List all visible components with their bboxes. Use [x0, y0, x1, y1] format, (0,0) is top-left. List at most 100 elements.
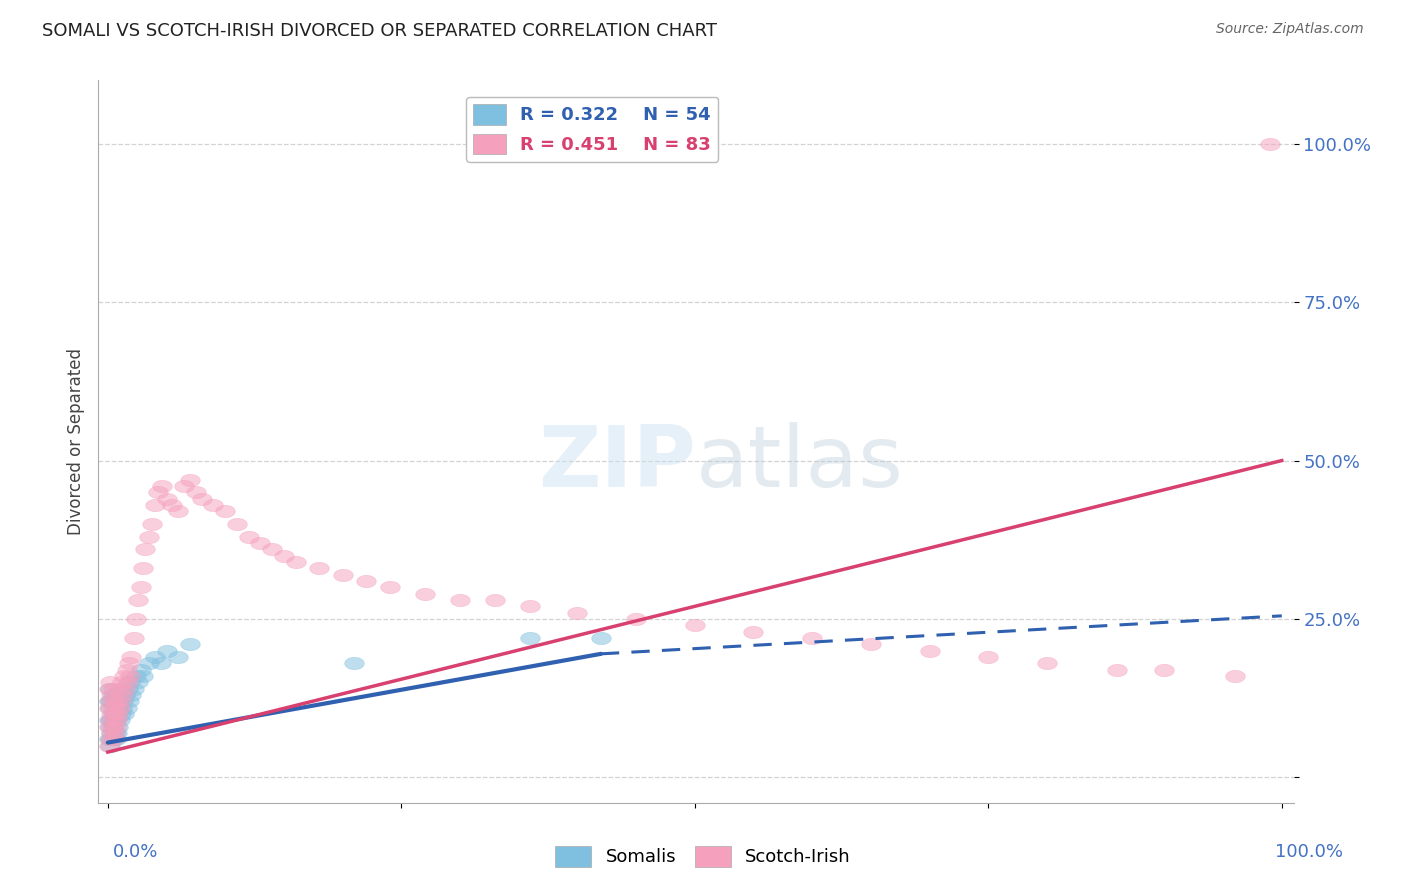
Point: [683, 618, 706, 632]
Point: [98, 700, 121, 714]
Point: [155, 643, 177, 657]
Point: [118, 694, 141, 708]
Point: [98, 675, 121, 690]
Point: [141, 516, 163, 531]
Point: [624, 612, 647, 626]
Point: [101, 720, 124, 734]
Point: [149, 657, 172, 671]
Point: [103, 732, 125, 747]
Point: [100, 726, 122, 740]
Point: [98, 732, 121, 747]
Point: [273, 549, 295, 563]
Point: [115, 663, 138, 677]
Point: [484, 593, 506, 607]
Point: [918, 643, 941, 657]
Point: [127, 593, 149, 607]
Point: [107, 720, 129, 734]
Point: [143, 498, 166, 512]
Text: 100.0%: 100.0%: [1275, 843, 1343, 861]
Point: [129, 663, 152, 677]
Point: [108, 694, 131, 708]
Point: [111, 675, 134, 690]
Point: [801, 631, 824, 645]
Point: [105, 707, 128, 722]
Point: [98, 681, 121, 696]
Point: [101, 720, 124, 734]
Point: [104, 726, 127, 740]
Point: [190, 491, 212, 506]
Text: Source: ZipAtlas.com: Source: ZipAtlas.com: [1216, 22, 1364, 37]
Point: [110, 707, 132, 722]
Point: [105, 732, 128, 747]
Point: [132, 561, 155, 575]
Point: [100, 714, 122, 728]
Point: [589, 631, 612, 645]
Point: [155, 491, 177, 506]
Point: [98, 694, 121, 708]
Point: [167, 504, 190, 518]
Y-axis label: Divorced or Separated: Divorced or Separated: [66, 348, 84, 535]
Point: [120, 688, 142, 702]
Point: [125, 612, 148, 626]
Point: [1223, 669, 1246, 683]
Point: [112, 688, 135, 702]
Point: [134, 542, 156, 557]
Point: [120, 650, 142, 665]
Point: [108, 681, 131, 696]
Point: [173, 479, 195, 493]
Point: [98, 714, 121, 728]
Point: [105, 714, 128, 728]
Point: [105, 694, 128, 708]
Point: [1107, 663, 1129, 677]
Point: [122, 681, 145, 696]
Text: 0.0%: 0.0%: [112, 843, 157, 861]
Point: [101, 707, 124, 722]
Point: [112, 669, 135, 683]
Point: [449, 593, 471, 607]
Point: [101, 700, 124, 714]
Point: [107, 700, 129, 714]
Point: [105, 720, 128, 734]
Point: [103, 714, 125, 728]
Point: [567, 606, 589, 620]
Point: [117, 681, 139, 696]
Point: [98, 739, 121, 753]
Point: [108, 714, 131, 728]
Point: [105, 726, 128, 740]
Point: [977, 650, 1000, 665]
Point: [519, 631, 541, 645]
Point: [115, 700, 138, 714]
Text: atlas: atlas: [696, 422, 904, 505]
Point: [105, 700, 128, 714]
Point: [100, 732, 122, 747]
Text: SOMALI VS SCOTCH-IRISH DIVORCED OR SEPARATED CORRELATION CHART: SOMALI VS SCOTCH-IRISH DIVORCED OR SEPAR…: [42, 22, 717, 40]
Point: [1258, 136, 1281, 151]
Point: [184, 485, 207, 500]
Point: [98, 681, 121, 696]
Point: [110, 694, 132, 708]
Point: [143, 650, 166, 665]
Point: [148, 485, 170, 500]
Point: [226, 516, 249, 531]
Point: [742, 624, 765, 639]
Point: [98, 700, 121, 714]
Point: [238, 530, 260, 544]
Point: [103, 714, 125, 728]
Point: [100, 726, 122, 740]
Point: [308, 561, 330, 575]
Point: [1153, 663, 1175, 677]
Point: [98, 720, 121, 734]
Point: [120, 675, 142, 690]
Point: [284, 555, 307, 569]
Point: [107, 707, 129, 722]
Point: [129, 580, 152, 594]
Point: [108, 700, 131, 714]
Point: [179, 637, 201, 651]
Point: [127, 675, 149, 690]
Point: [112, 694, 135, 708]
Legend: Somalis, Scotch-Irish: Somalis, Scotch-Irish: [548, 838, 858, 874]
Point: [103, 694, 125, 708]
Point: [114, 681, 136, 696]
Point: [114, 688, 136, 702]
Point: [138, 530, 160, 544]
